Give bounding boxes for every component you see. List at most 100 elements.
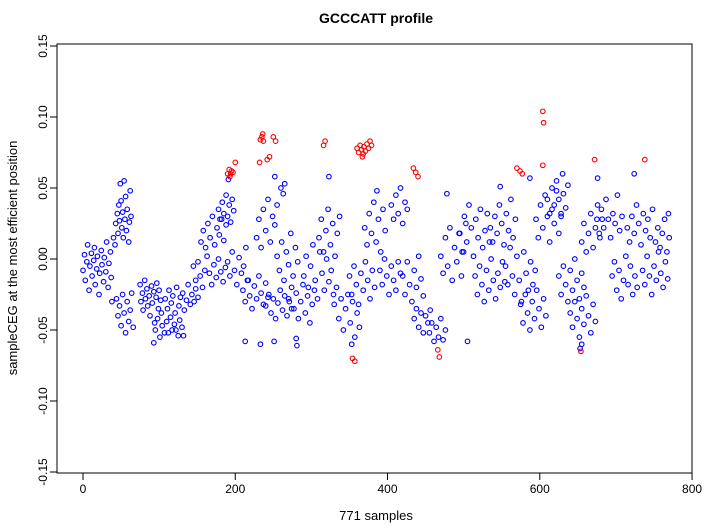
sample-point: [382, 227, 389, 234]
highlighted-sample-point: [519, 170, 526, 177]
sample-point: [502, 263, 509, 269]
highlighted-sample-point: [266, 153, 273, 160]
highlighted-sample-point: [227, 173, 233, 180]
sample-point: [144, 303, 151, 309]
sample-point: [549, 206, 555, 213]
sample-point: [585, 312, 592, 319]
highlighted-sample-point: [591, 156, 598, 163]
sample-point: [631, 170, 638, 177]
sample-point: [555, 273, 562, 279]
sample-point: [100, 278, 107, 285]
x-tick-label: 800: [682, 482, 702, 496]
sample-point: [464, 338, 471, 345]
sample-point: [415, 253, 422, 260]
sample-point: [281, 293, 288, 299]
sample-point: [150, 339, 157, 346]
sample-point: [148, 283, 155, 289]
sample-point: [269, 213, 276, 220]
sample-point: [300, 281, 306, 288]
sample-point: [153, 280, 160, 286]
sample-point: [342, 305, 349, 312]
sample-point: [214, 224, 220, 231]
sample-point: [558, 213, 564, 220]
y-tick-label: -0.05: [36, 316, 50, 344]
sample-point: [627, 263, 634, 269]
sample-point: [158, 310, 165, 316]
sample-point: [89, 273, 95, 279]
sample-point: [590, 244, 596, 251]
sample-point: [211, 241, 218, 248]
sample-point: [348, 291, 355, 298]
sample-point: [388, 202, 395, 208]
sample-point: [109, 298, 115, 305]
sample-point: [181, 307, 188, 313]
sample-point: [664, 276, 671, 282]
sample-point: [406, 281, 413, 288]
sample-point: [413, 305, 420, 312]
sample-point: [346, 273, 353, 279]
sample-point: [256, 273, 262, 279]
sample-point: [260, 206, 267, 213]
sample-point: [163, 318, 170, 325]
sample-point: [420, 329, 427, 336]
sample-point: [117, 180, 124, 187]
sample-point: [290, 273, 296, 279]
sample-point: [422, 312, 429, 319]
sample-point: [157, 334, 163, 340]
sample-point: [565, 298, 571, 305]
sample-point: [128, 213, 134, 220]
sample-point: [279, 307, 286, 313]
sample-point: [567, 267, 574, 274]
sample-point: [223, 192, 229, 198]
sample-point: [351, 334, 358, 340]
sample-point: [229, 249, 236, 255]
sample-point: [632, 273, 638, 279]
sample-point: [489, 239, 496, 245]
sample-point: [562, 205, 569, 211]
sample-point: [106, 260, 112, 267]
sample-point: [459, 249, 465, 255]
sample-point: [223, 222, 229, 228]
highlighted-sample-point: [539, 162, 546, 169]
sample-point: [122, 329, 129, 336]
sample-point: [96, 291, 102, 298]
sample-point: [277, 287, 284, 294]
sample-point: [404, 206, 411, 213]
sample-point: [590, 301, 596, 308]
sample-point: [118, 197, 124, 204]
sample-point: [183, 297, 190, 304]
sample-point: [648, 291, 655, 298]
sample-point: [80, 267, 86, 274]
sample-point: [90, 257, 97, 264]
y-tick-label: 0.00: [36, 247, 50, 271]
sample-point: [488, 256, 494, 262]
sample-point: [388, 263, 395, 269]
sample-point: [152, 327, 159, 333]
highlighted-sample-point: [359, 153, 366, 160]
sample-point: [646, 273, 653, 279]
sample-point: [205, 220, 211, 227]
sample-point: [278, 185, 284, 191]
sample-point: [175, 332, 182, 339]
sample-point: [274, 253, 280, 260]
sample-point: [571, 298, 578, 305]
x-axis-label: 771 samples: [339, 508, 413, 523]
sample-point: [574, 315, 580, 322]
sample-point: [370, 199, 377, 206]
sample-point: [377, 249, 384, 255]
sample-point: [336, 213, 343, 220]
sample-point: [393, 287, 399, 294]
sample-point: [618, 295, 625, 302]
sample-point: [468, 224, 475, 231]
sample-point: [99, 261, 105, 268]
sample-point: [594, 175, 601, 181]
sample-point: [351, 263, 357, 269]
sample-point: [527, 175, 533, 181]
sample-point: [209, 213, 216, 220]
sample-point: [472, 273, 478, 279]
sample-point: [331, 301, 338, 308]
sample-point: [338, 295, 344, 302]
sample-point: [165, 329, 172, 336]
sample-point: [499, 258, 506, 265]
sample-point: [224, 213, 231, 220]
